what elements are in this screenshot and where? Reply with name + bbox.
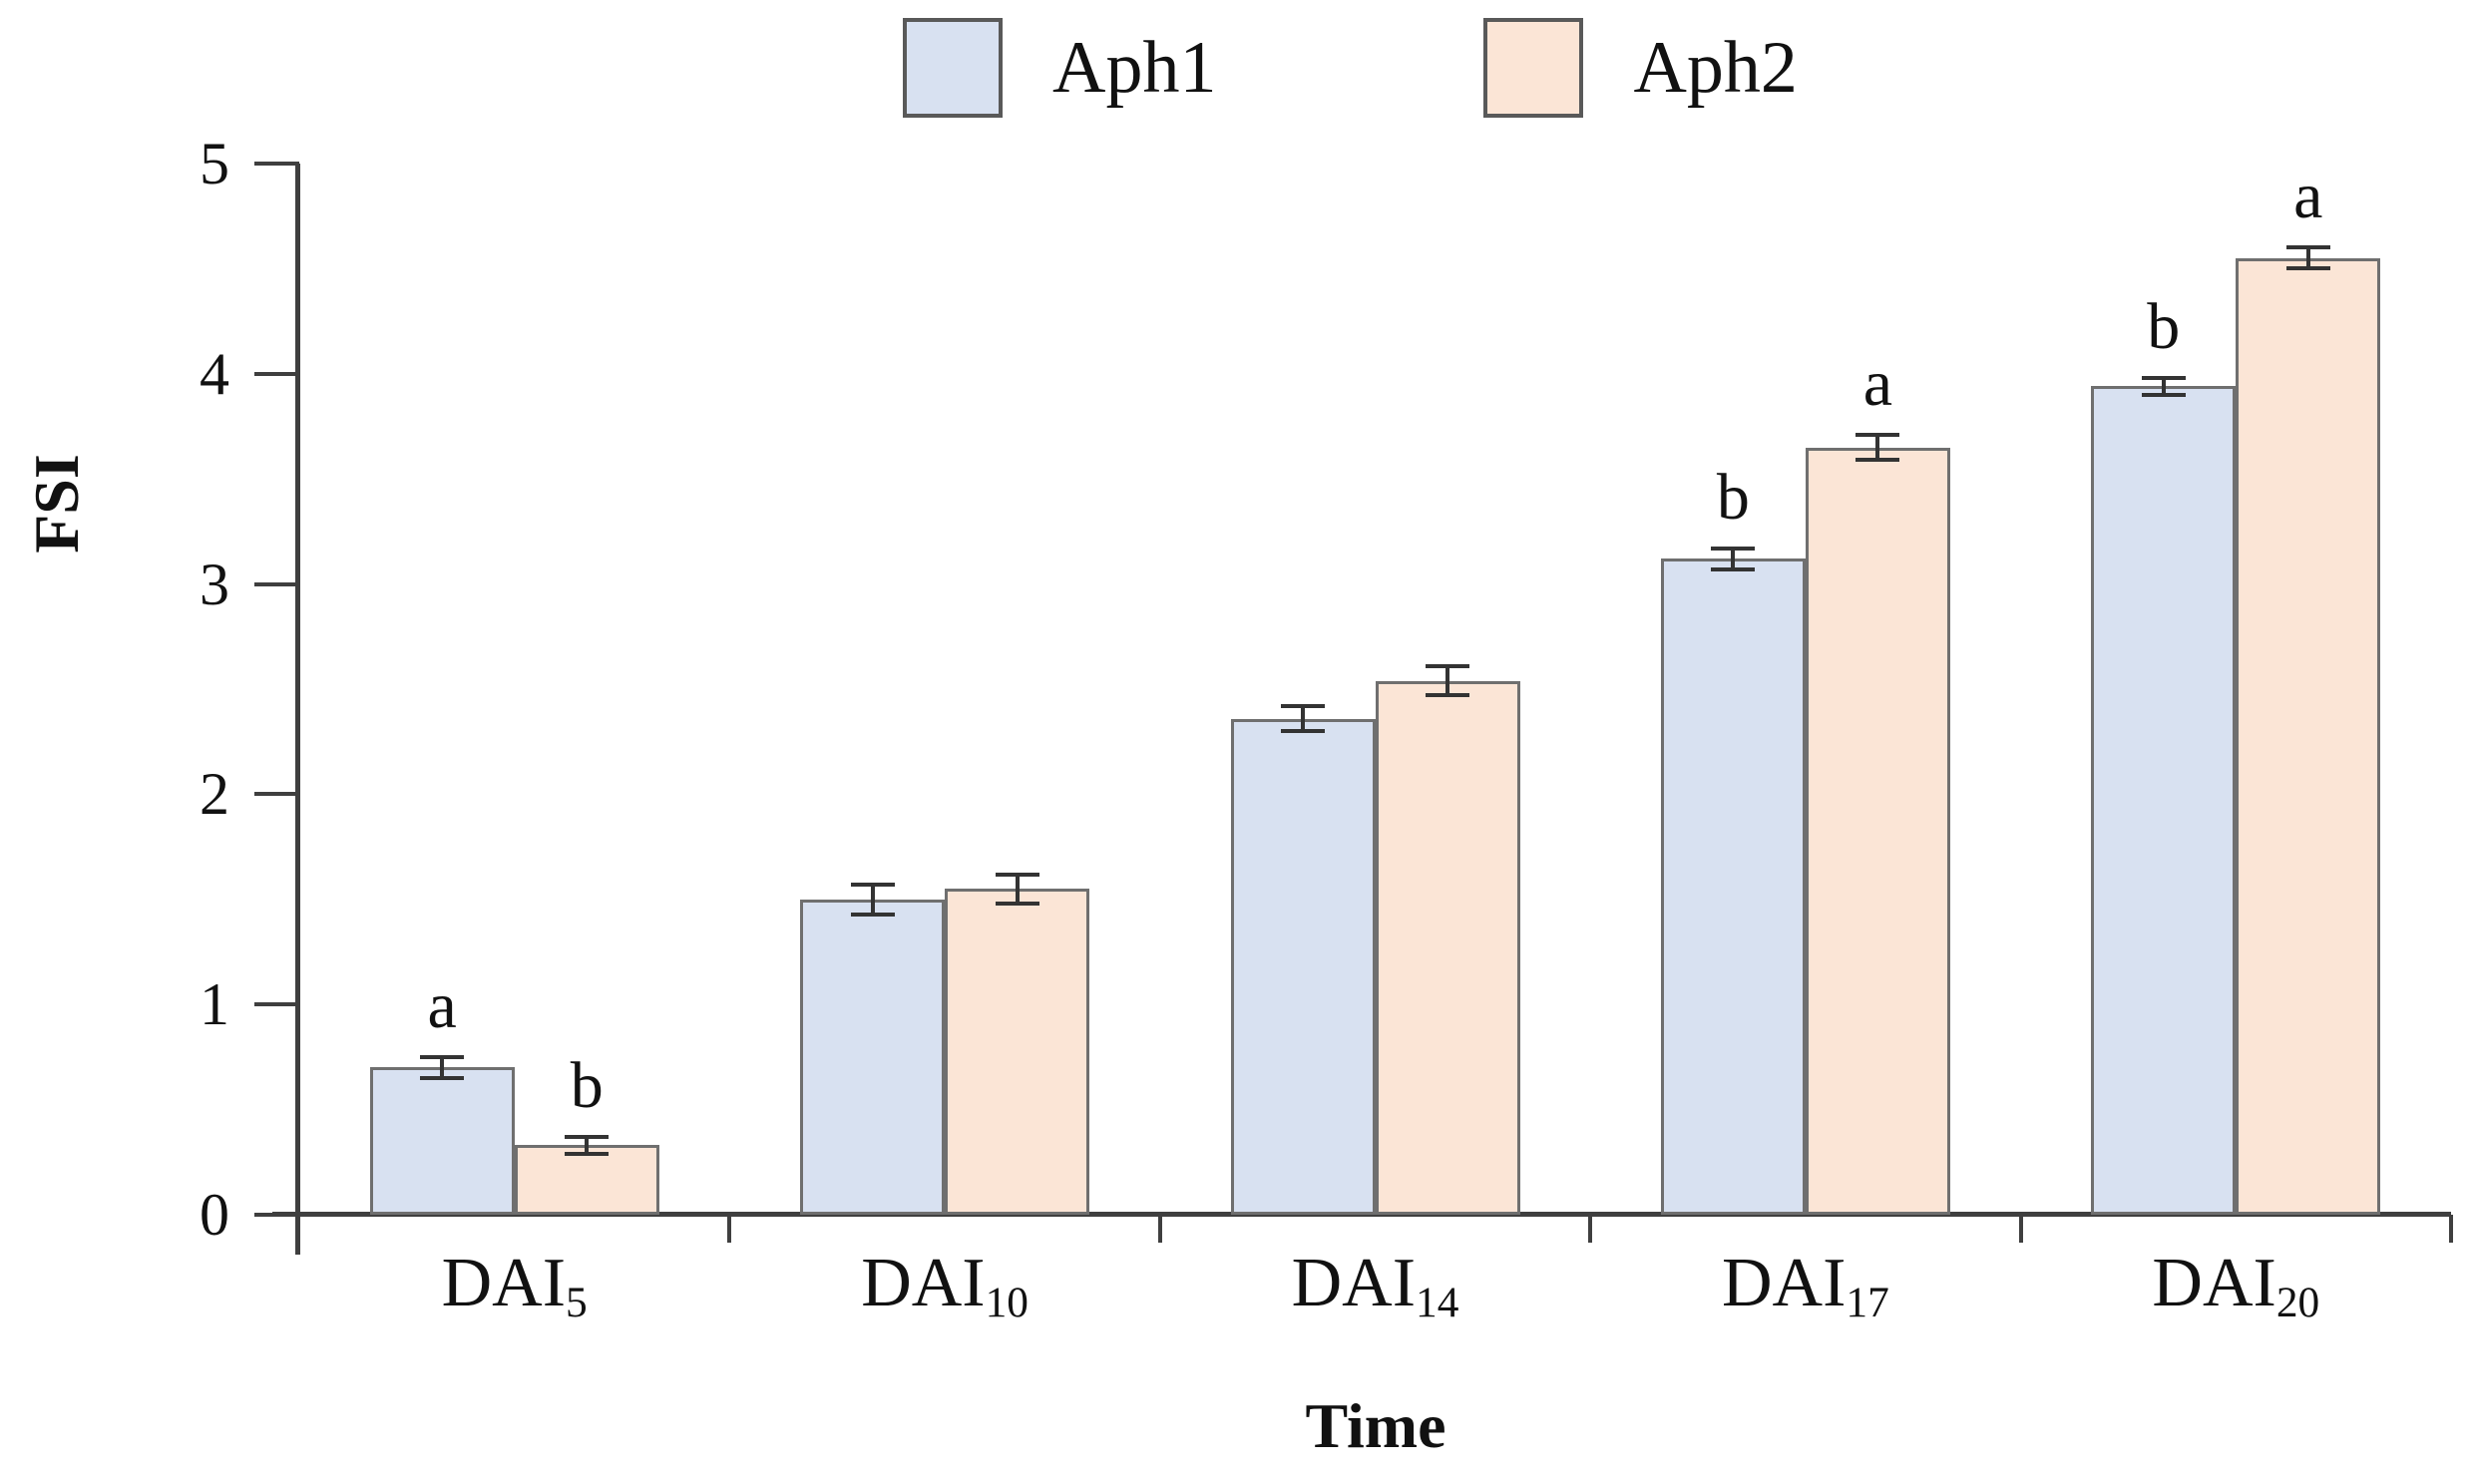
y-axis-title: FSI [21, 454, 92, 554]
error-bar-cap [420, 1075, 465, 1080]
sig-letter-dai17-aph2: a [1862, 346, 1893, 420]
y-tick-mark [254, 371, 299, 376]
error-bar [2305, 247, 2310, 269]
error-bar-cap [2141, 376, 2186, 381]
legend-swatch-aph2 [1483, 18, 1584, 118]
x-tick-mark [2449, 1215, 2453, 1243]
error-bar-cap [1281, 703, 1325, 708]
x-tick-mark [1157, 1215, 1162, 1243]
sig-letter-dai20-aph1: b [2147, 290, 2181, 364]
error-bar-cap [1711, 546, 1756, 551]
bar-dai14-aph1 [1230, 718, 1376, 1215]
bar-dai5-aph2 [514, 1145, 659, 1215]
x-category-label-dai17: DAI17 [1590, 1249, 2021, 1324]
x-category-base: DAI [2152, 1245, 2276, 1321]
bar-dai10-aph1 [800, 899, 946, 1215]
y-tick-label: 1 [200, 971, 229, 1038]
error-bar-cap [2141, 392, 2186, 397]
error-bar-cap [420, 1054, 465, 1059]
y-tick-label: 2 [200, 761, 229, 828]
legend-swatch-aph1 [903, 18, 1003, 118]
bar-dai5-aph1 [369, 1067, 515, 1215]
error-bar [440, 1056, 445, 1078]
y-axis-line [295, 164, 300, 1255]
error-bar-cap [995, 872, 1039, 877]
bar-dai20-aph1 [2091, 386, 2237, 1215]
error-bar [585, 1137, 590, 1154]
x-category-subscript: 14 [1416, 1278, 1459, 1326]
sig-letter-dai5-aph1: a [427, 968, 457, 1042]
x-category-base: DAI [441, 1245, 567, 1321]
x-category-label-dai20: DAI20 [2020, 1249, 2451, 1324]
y-tick-mark [254, 792, 299, 797]
x-tick-mark [727, 1215, 732, 1243]
x-category-label-dai5: DAI5 [299, 1249, 730, 1324]
error-bar-cap [1856, 432, 1900, 437]
y-tick-mark [254, 581, 299, 586]
x-tick-mark [2018, 1215, 2023, 1243]
x-category-subscript: 10 [985, 1278, 1029, 1326]
error-bar [870, 885, 875, 915]
error-bar-cap [565, 1135, 610, 1139]
plot-area: 0 1 2 3 4 5 a b b a b a [200, 134, 2453, 1255]
y-tick-mark [254, 1002, 299, 1007]
error-bar-cap [995, 902, 1039, 907]
x-category-base: DAI [1291, 1245, 1417, 1321]
x-category-label-dai10: DAI10 [729, 1249, 1160, 1324]
bar-dai17-aph2 [1805, 447, 1950, 1215]
bar-dai17-aph1 [1660, 558, 1806, 1215]
error-bar-cap [1856, 458, 1900, 463]
legend-item-aph2: Aph2 [1483, 18, 1798, 118]
error-bar [1731, 548, 1736, 569]
x-category-base: DAI [861, 1245, 986, 1321]
x-category-subscript: 5 [566, 1278, 588, 1326]
sig-letter-dai17-aph1: b [1716, 460, 1750, 534]
x-tick-mark [1588, 1215, 1593, 1243]
legend-label-aph2: Aph2 [1633, 27, 1798, 109]
x-axis-title: Time [1305, 1390, 1446, 1461]
x-category-subscript: 17 [1846, 1278, 1889, 1326]
x-category-subscript: 20 [2275, 1278, 2320, 1326]
y-tick-label: 4 [200, 340, 229, 407]
legend-label-aph1: Aph1 [1052, 27, 1217, 109]
sig-letter-dai20-aph2: a [2293, 160, 2323, 233]
error-bar-cap [1711, 566, 1756, 571]
error-bar [1301, 705, 1305, 732]
x-category-base: DAI [1721, 1245, 1847, 1321]
error-bar [1445, 665, 1449, 696]
error-bar-cap [565, 1151, 610, 1156]
y-tick-label: 3 [200, 551, 229, 617]
y-tick-label: 0 [200, 1182, 229, 1248]
error-bar-cap [1426, 693, 1469, 698]
bar-dai10-aph2 [945, 889, 1090, 1215]
y-tick-mark [254, 1213, 299, 1217]
error-bar-cap [2285, 245, 2330, 250]
error-bar [2161, 378, 2166, 395]
y-tick-label: 5 [200, 131, 229, 196]
error-bar-cap [1281, 729, 1325, 734]
sig-letter-dai5-aph2: b [570, 1049, 604, 1123]
bar-dai20-aph2 [2236, 257, 2381, 1215]
error-bar-cap [850, 883, 895, 888]
x-category-label-dai14: DAI14 [1160, 1249, 1591, 1324]
error-bar [1015, 874, 1020, 904]
error-bar-cap [850, 912, 895, 917]
legend-item-aph1: Aph1 [903, 18, 1216, 118]
bar-dai14-aph2 [1375, 680, 1520, 1215]
error-bar [1875, 434, 1880, 461]
chart-legend: Aph1 Aph2 [903, 18, 1798, 118]
error-bar-cap [1426, 663, 1469, 668]
error-bar-cap [2285, 266, 2330, 271]
y-tick-mark [254, 162, 299, 166]
